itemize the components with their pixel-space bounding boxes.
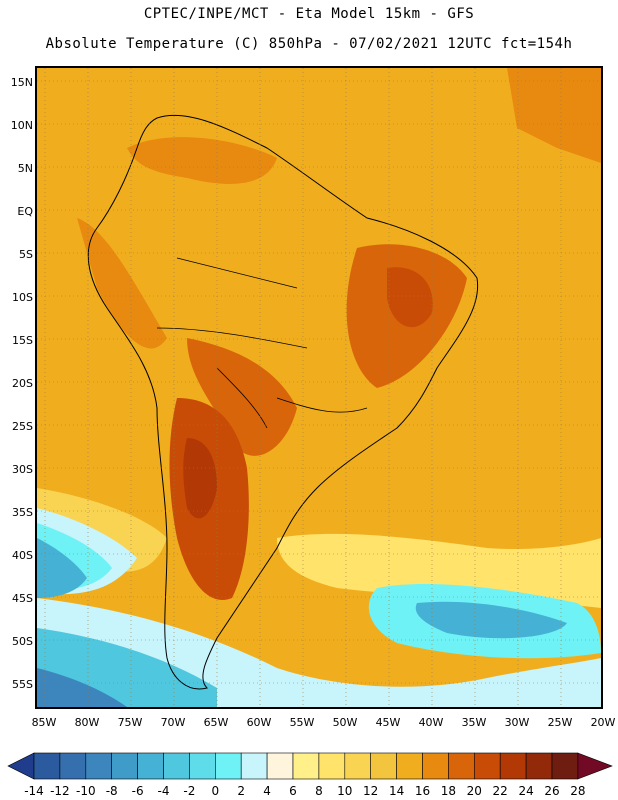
country-borders: [156, 257, 368, 429]
colorbar-swatch: [111, 752, 138, 780]
grid-lines: [37, 68, 601, 707]
argentina-hot-core: [183, 438, 217, 519]
lat-label: 15S: [12, 334, 33, 347]
lat-label: 35S: [12, 506, 33, 519]
central-hot-zone: [187, 338, 297, 456]
colorbar-swatch: [189, 752, 216, 780]
south-america-outline: [87, 114, 479, 690]
lon-label: 75W: [117, 716, 143, 729]
map-title-line2: Absolute Temperature (C) 850hPa - 07/02/…: [45, 36, 573, 52]
colorbar-tick-label: -6: [131, 784, 144, 798]
lon-label: 20W: [590, 716, 616, 729]
colorbar-swatch: [448, 752, 475, 780]
colorbar-tick-label: 12: [363, 784, 379, 798]
temperature-map: [35, 66, 603, 709]
colorbar-tick-label: 24: [518, 784, 534, 798]
lon-label: 60W: [246, 716, 272, 729]
atlantic-cold-core: [415, 601, 567, 639]
colorbar-swatch: [396, 752, 423, 780]
lat-label: 15N: [10, 76, 33, 89]
colorbar-tick-label: -12: [50, 784, 70, 798]
south-atlantic-yellow: [277, 533, 601, 608]
colorbar-swatch: [59, 752, 87, 780]
colorbar-tick-label: 2: [237, 784, 245, 798]
lat-label: 10S: [12, 291, 33, 304]
north-warm-band: [127, 137, 277, 184]
colorbar-swatch: [215, 752, 242, 780]
lon-label: 40W: [418, 716, 444, 729]
lat-label: 5N: [17, 162, 33, 175]
lon-label: 80W: [74, 716, 100, 729]
colorbar-tick-label: 16: [414, 784, 431, 798]
colorbar-tick-label: 14: [388, 784, 405, 798]
colorbar-swatch: [137, 752, 164, 780]
colorbar-swatch: [370, 752, 397, 780]
colorbar-tick-label: -2: [183, 784, 196, 798]
colorbar-tick-label: -14: [24, 784, 44, 798]
colorbar-tick-label: 8: [315, 784, 323, 798]
lat-label: EQ: [17, 205, 33, 218]
lon-label: 35W: [461, 716, 487, 729]
colorbar-swatch: [473, 752, 501, 780]
lon-label: 85W: [31, 716, 57, 729]
colorbar-tick-label: -4: [157, 784, 170, 798]
colorbar-tick-label: -8: [105, 784, 118, 798]
colorbar-swatch: [33, 752, 61, 780]
colorbar-swatch: [499, 752, 527, 780]
colorbar-tick-label: 20: [466, 784, 482, 798]
colorbar-tick-label: 28: [570, 784, 586, 798]
lon-label: 55W: [289, 716, 315, 729]
lon-label: 25W: [547, 716, 573, 729]
colorbar-tick-label: 0: [211, 784, 220, 798]
atlantic-warm-patch: [507, 68, 601, 163]
colorbar-swatch: [318, 752, 346, 780]
colorbar-swatch: [525, 752, 553, 780]
lon-label: 50W: [332, 716, 358, 729]
colorbar-swatch: [422, 752, 449, 780]
temperature-colorbar: [7, 752, 613, 780]
andes-warm-band: [77, 218, 167, 349]
lat-label: 45S: [12, 592, 33, 605]
colorbar-swatch: [292, 752, 320, 780]
lat-label: 20S: [12, 377, 33, 390]
colorbar-tick-label: 22: [492, 784, 508, 798]
colorbar-tick-label: -10: [75, 784, 96, 798]
lat-label: 50S: [12, 635, 33, 648]
pacific-cold-core: [37, 538, 87, 598]
ne-brazil-core: [387, 267, 433, 328]
map-title-line1: CPTEC/INPE/MCT - Eta Model 15km - GFS: [143, 6, 475, 22]
colorbar-swatch: [240, 752, 268, 780]
lon-label: 70W: [160, 716, 186, 729]
colorbar-tick-label: 10: [337, 784, 353, 798]
lon-label: 65W: [203, 716, 229, 729]
colorbar-tick-label: 4: [263, 784, 271, 798]
colorbar-swatch: [266, 752, 294, 780]
lat-label: 55S: [12, 678, 33, 691]
lon-label: 45W: [375, 716, 401, 729]
lat-label: 10N: [10, 119, 33, 132]
colorbar-swatch: [344, 752, 371, 780]
colorbar-tick-label: 6: [289, 784, 297, 798]
far-south-coldest: [37, 668, 127, 707]
colorbar-right-arrow: [577, 752, 613, 780]
lon-label: 30W: [504, 716, 530, 729]
colorbar-tick-label: 26: [544, 784, 560, 798]
colorbar-swatch: [85, 752, 113, 780]
colorbar-swatch: [163, 752, 190, 780]
lat-label: 30S: [12, 463, 33, 476]
colorbar-tick-label: 18: [440, 784, 457, 798]
lat-label: 40S: [12, 549, 33, 562]
colorbar-swatch: [551, 752, 579, 780]
colorbar-left-arrow: [7, 752, 35, 780]
lat-label: 25S: [12, 420, 33, 433]
lat-label: 5S: [19, 248, 33, 261]
